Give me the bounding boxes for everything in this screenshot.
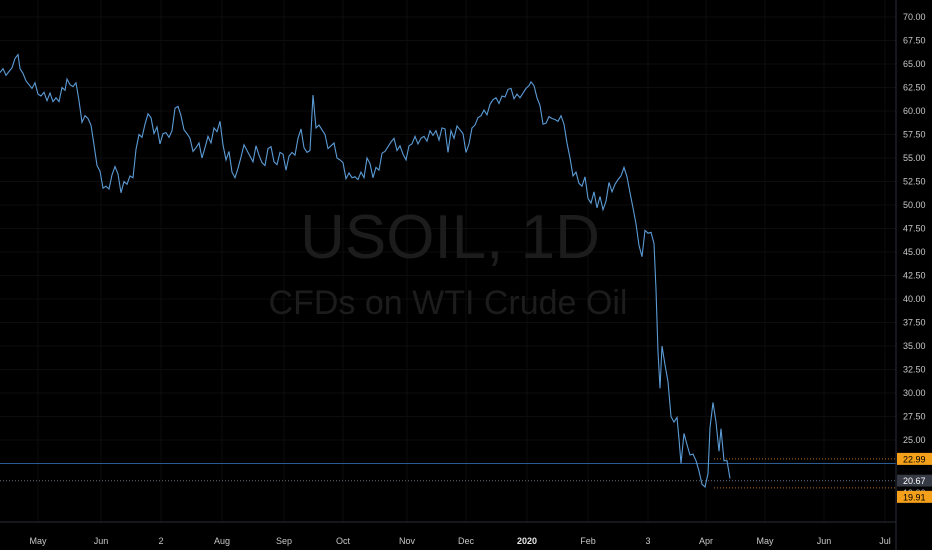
price-tick-label: 32.50 bbox=[903, 365, 926, 375]
time-tick-label: May bbox=[29, 536, 47, 546]
price-axis[interactable]: 70.00 67.50 65.00 62.50 60.00 57.50 55.00 52.50… bbox=[903, 12, 926, 445]
price-tick-label: 27.50 bbox=[903, 412, 926, 422]
time-tick-label: 2 bbox=[158, 536, 163, 546]
price-tick-label: 62.50 bbox=[903, 83, 926, 93]
price-tick-label: 70.00 bbox=[903, 12, 926, 22]
time-tick-label: May bbox=[756, 536, 774, 546]
price-badge-text: 19.91 bbox=[903, 492, 926, 502]
chart-grid bbox=[0, 0, 896, 522]
price-tick-label: 30.00 bbox=[903, 388, 926, 398]
time-tick-label: Nov bbox=[399, 536, 416, 546]
time-tick-label: Sep bbox=[276, 536, 292, 546]
horizontal-lines bbox=[0, 458, 896, 489]
price-tick-label: 60.00 bbox=[903, 106, 926, 116]
time-tick-label: Dec bbox=[458, 536, 475, 546]
time-tick-label: Apr bbox=[699, 536, 713, 546]
price-tick-label: 45.00 bbox=[903, 247, 926, 257]
time-tick-label: Feb bbox=[580, 536, 596, 546]
price-tick-label: 55.00 bbox=[903, 153, 926, 163]
price-tick-label: 25.00 bbox=[903, 435, 926, 445]
price-badge bbox=[897, 474, 932, 487]
time-tick-label: Jul bbox=[879, 536, 891, 546]
price-tick-label: 47.50 bbox=[903, 224, 926, 234]
time-tick-label: Jun bbox=[94, 536, 109, 546]
price-tick-label: 57.50 bbox=[903, 130, 926, 140]
time-tick-label: 2020 bbox=[517, 536, 537, 546]
price-tick-label: 37.50 bbox=[903, 318, 926, 328]
time-tick-label: Oct bbox=[336, 536, 351, 546]
price-tick-label: 52.50 bbox=[903, 177, 926, 187]
price-tick-label: 40.00 bbox=[903, 294, 926, 304]
price-badge bbox=[897, 490, 932, 503]
time-tick-label: Jun bbox=[817, 536, 832, 546]
price-tick-label: 65.00 bbox=[903, 59, 926, 69]
watermark-description: CFDs on WTI Crude Oil bbox=[269, 284, 628, 322]
price-tick-label: 50.00 bbox=[903, 200, 926, 210]
price-tick-label: 35.00 bbox=[903, 341, 926, 351]
price-series-line bbox=[0, 53, 731, 489]
price-tick-label: 67.50 bbox=[903, 36, 926, 46]
price-badge-text: 20.67 bbox=[903, 476, 926, 486]
time-axis[interactable]: May Jun 2 Aug Sep Oct Nov Dec 2020 Feb 3 Apr May Jun J… bbox=[29, 536, 890, 546]
price-badge-text: 22.99 bbox=[903, 454, 926, 464]
watermark-symbol: USOIL, 1D bbox=[300, 203, 600, 272]
price-badge bbox=[897, 452, 932, 465]
time-tick-label: Aug bbox=[214, 536, 230, 546]
time-tick-label: 3 bbox=[645, 536, 650, 546]
price-tick-label: 42.50 bbox=[903, 271, 926, 281]
